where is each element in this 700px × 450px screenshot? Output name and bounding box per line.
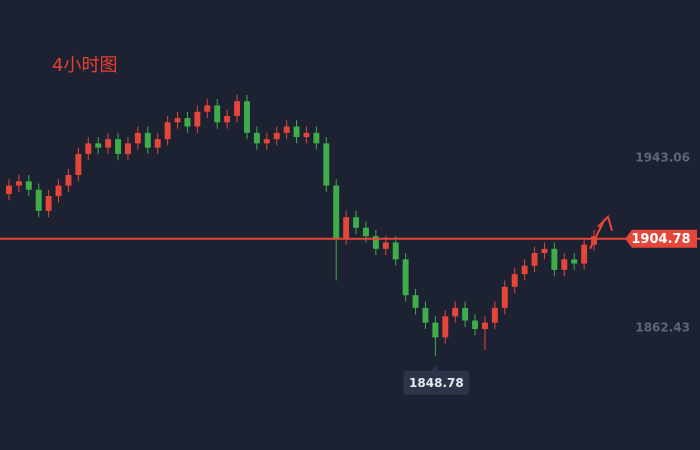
candle-body <box>234 101 241 116</box>
candle-body <box>115 139 122 154</box>
candle-body <box>581 244 588 264</box>
candle-body <box>105 139 112 148</box>
candle-body <box>95 143 102 148</box>
candle-body <box>154 139 161 148</box>
candle-body <box>501 286 508 308</box>
candle-body <box>35 189 42 211</box>
candle-body <box>561 259 568 270</box>
candle-body <box>124 143 131 154</box>
candle-body <box>442 316 449 338</box>
last-price-label: 1904.78 <box>631 232 690 247</box>
candle-body <box>481 322 488 329</box>
candle-body <box>531 253 538 266</box>
candle-body <box>333 185 340 239</box>
candle-body <box>204 105 211 112</box>
candle-body <box>75 153 82 176</box>
arrow-annotation <box>589 214 613 250</box>
candle-body <box>313 132 320 144</box>
y-tick-label: 1943.06 <box>635 151 690 165</box>
candle-body <box>372 236 379 249</box>
candle-body <box>353 217 360 228</box>
candle-body <box>174 118 181 123</box>
candle-body <box>343 217 350 239</box>
candle-body <box>392 242 399 260</box>
y-tick-label: 1862.43 <box>635 321 690 335</box>
candle-body <box>511 274 518 287</box>
candle-body <box>382 242 389 249</box>
candle-body <box>273 132 280 140</box>
candle-body <box>551 248 558 270</box>
price-marker <box>625 229 697 248</box>
candle-body <box>25 181 32 190</box>
candle-body <box>422 307 429 323</box>
candle-body <box>303 132 310 138</box>
chart-title: 4小时图 <box>52 55 117 76</box>
candle-body <box>521 265 528 275</box>
candle-body <box>432 322 439 338</box>
candle-body <box>462 307 469 321</box>
candle-body <box>472 320 479 329</box>
candle-body <box>55 185 62 197</box>
candle-body <box>65 175 72 186</box>
low-label-pointer <box>431 365 440 371</box>
candle-body <box>571 259 578 264</box>
candle-body <box>144 132 151 148</box>
candle-body <box>402 259 409 296</box>
candle-body <box>134 132 141 144</box>
candle-body <box>263 139 270 144</box>
candle-body <box>184 118 191 127</box>
candle-body <box>452 307 459 317</box>
candle-body <box>253 132 260 144</box>
candle-body <box>362 227 369 237</box>
candle-body <box>491 307 498 323</box>
candle-body <box>15 181 22 186</box>
candle-body <box>164 122 171 140</box>
low-label-box <box>403 370 470 395</box>
candle-body <box>283 126 290 133</box>
candle-body <box>323 143 330 186</box>
low-price-label: 1848.78 <box>409 376 464 390</box>
candle-body <box>45 196 52 211</box>
candle-body <box>412 295 419 308</box>
candle-body <box>85 143 92 154</box>
candle-body <box>293 126 300 138</box>
candle-body <box>194 111 201 127</box>
candle-body <box>5 185 12 195</box>
candle-body <box>214 105 221 123</box>
candle-body <box>224 115 231 123</box>
candle-body <box>243 101 250 133</box>
candle-body <box>541 248 548 254</box>
